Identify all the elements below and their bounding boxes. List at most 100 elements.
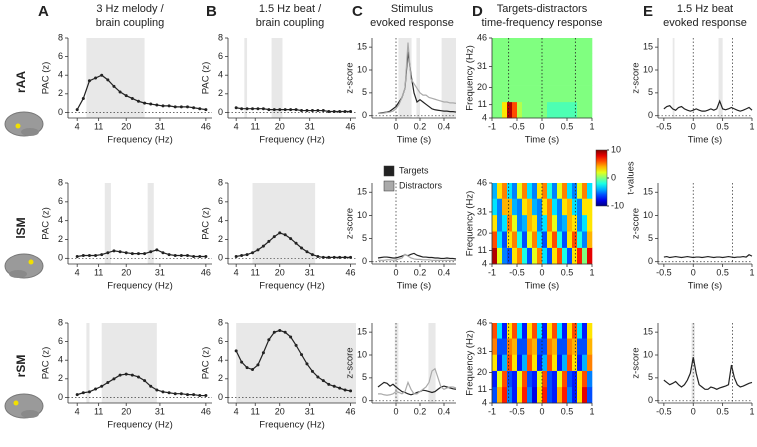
x-tick-label: 1 [589,267,594,277]
y-axis-label: z-score [345,208,356,239]
data-point [192,393,196,397]
x-tick-label: 4 [234,121,239,131]
heatmap-cell [527,198,533,216]
y-tick-label: 0 [58,107,63,117]
heatmap-cell [492,53,498,70]
heatmap-cell [552,338,558,355]
x-tick-label: -0.5 [656,406,672,416]
y-tick-label: 4 [482,397,487,407]
data-point [94,76,98,80]
heatmap-cell [547,386,553,404]
heatmap-cell [532,323,538,339]
data-point [343,109,347,113]
heatmap-cell [507,53,513,70]
y-tick-label: 6 [218,196,223,206]
row-label: lSM [14,217,28,238]
heatmap-cell [577,231,583,248]
y-axis-label: PAC (z) [41,347,52,380]
y-tick-label: 0 [648,395,653,405]
y-tick-label: 0 [218,253,223,263]
heatmap-cell [512,85,518,103]
data-point [256,107,260,111]
heatmap-cell [512,323,518,339]
heatmap-cell [547,101,553,119]
x-tick-label: 46 [346,121,356,131]
x-tick-label: 1 [589,406,594,416]
heatmap-cell [497,85,503,103]
data-point [321,109,325,113]
heatmap-cell [502,85,508,103]
heatmap-cell [572,338,578,355]
heatmap-cell [567,370,573,388]
heatmap-cell [557,247,563,265]
heatmap-cell [577,354,583,371]
heatmap-cell [502,323,508,339]
y-tick-label: 2 [218,234,223,244]
heatmap-cell [577,386,583,404]
heatmap-cell [502,183,508,199]
x-tick-label: 46 [346,406,356,416]
heatmap-cell [542,85,548,103]
heatmap-cell [547,214,553,232]
data-point [256,363,260,367]
data-point [261,244,265,248]
heatmap-cell [537,183,543,199]
data-point [332,255,336,259]
data-point [118,250,122,254]
heatmap-cell [547,38,553,54]
x-tick-label: 31 [155,267,165,277]
data-point [251,251,255,255]
heatmap-cell [507,354,513,371]
heatmap-cell [572,69,578,86]
significance-shading [86,323,90,403]
heatmap-cell [547,354,553,371]
heatmap-cell [527,247,533,265]
heatmap-cell [517,101,523,119]
heatmap-cell [552,198,558,216]
y-axis-label: z-score [631,208,642,239]
x-tick-label: 20 [121,267,131,277]
data-point [256,248,260,252]
data-point [106,78,110,82]
heatmap-cell [567,85,573,103]
heatmap-cell [577,338,583,355]
data-point [272,108,276,112]
y-tick-label: 10 [643,349,653,359]
y-tick-label: 5 [648,87,653,97]
x-tick-label: 20 [121,121,131,131]
y-tick-label: 5 [362,233,367,243]
y-tick-label: 0 [58,253,63,263]
data-point [272,235,276,239]
heatmap-cell [512,101,518,119]
heatmap-cell [492,183,498,199]
heatmap-cell [562,101,568,119]
data-point [167,391,171,395]
y-tick-label: 0 [648,110,653,120]
heatmap-cell [542,214,548,232]
y-axis-label: PAC (z) [201,207,212,240]
heatmap-cell [522,183,528,199]
heatmap-cell [552,214,558,232]
heatmap-cell [582,85,588,103]
heatmap-cell [512,38,518,54]
column-title: 3 Hz melody / [96,3,164,15]
data-point [251,107,255,111]
y-tick-label: 6 [58,196,63,206]
data-point [294,108,298,112]
heatmap-cell [562,214,568,232]
significance-shading [147,183,154,264]
data-point [294,343,298,347]
data-point [283,233,287,237]
data-point [332,109,336,113]
heatmap-cell [532,386,538,404]
data-point [185,105,189,109]
x-tick-label: 0.2 [414,406,427,416]
y-tick-label: 8 [58,177,63,187]
y-tick-label: 5 [362,372,367,382]
heatmap-cell [557,85,563,103]
colorbar-tick-label: -10 [611,200,624,210]
heatmap-cell [527,53,533,70]
heatmap-cell [582,53,588,70]
